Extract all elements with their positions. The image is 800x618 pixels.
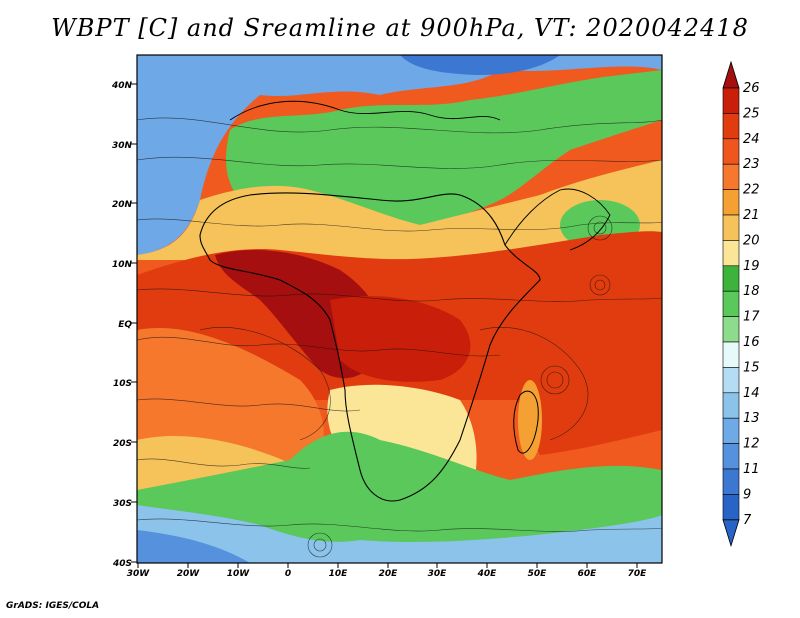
lon-label-20e: 20E: [379, 569, 399, 579]
madagascar-coastline: [513, 390, 539, 454]
colorbar-swatch: [722, 113, 740, 140]
lat-label-30s: 30S: [113, 499, 132, 509]
colorbar-label: 13: [743, 411, 760, 426]
axis-ticks: [131, 83, 638, 568]
colorbar-swatch: [722, 265, 740, 292]
south-cold-deep: [137, 530, 250, 563]
colorbar-label: 23: [743, 157, 760, 172]
colorbar-swatch: [722, 494, 740, 521]
colorbar: 26 25 24 23 22 21 20 19 18 17 16 15 14 13 12 11 9 7: [722, 60, 760, 548]
north-green-region: [225, 70, 662, 236]
colorbar-label: 20: [743, 233, 760, 248]
central-africa-hot-core-2: [330, 296, 471, 382]
colorbar-label: 11: [743, 462, 760, 477]
lat-label-40s: 40S: [112, 559, 132, 569]
colorbar-label: 9: [743, 487, 751, 502]
colorbar-swatch: [722, 316, 740, 343]
page-title: WBPT [C] and Sreamline at 900hPa, VT: 20…: [51, 14, 749, 42]
colorbar-label: 17: [743, 310, 760, 325]
colorbar-label: 21: [743, 208, 760, 223]
colorbar-label: 25: [743, 106, 760, 121]
colorbar-bottom-arrow: [722, 519, 740, 548]
lon-label-70e: 70E: [628, 569, 648, 579]
lat-label-10n: 10N: [112, 260, 133, 270]
colorbar-swatch: [722, 290, 740, 317]
colorbar-label: 18: [743, 284, 760, 299]
north-yellow-band: [137, 160, 662, 260]
colorbar-swatch: [722, 367, 740, 394]
lon-label-40e: 40E: [477, 569, 498, 579]
north-cold-region: [137, 55, 662, 255]
europe-coastline: [229, 100, 501, 121]
colorbar-swatch: [722, 163, 740, 190]
lon-label-20w: 20W: [177, 569, 201, 579]
colorbar-label: 12: [743, 437, 760, 452]
colorbar-label: 15: [743, 360, 760, 375]
colorbar-label: 7: [743, 513, 752, 528]
colorbar-swatch: [722, 214, 740, 241]
lat-label-40n: 40N: [111, 81, 133, 91]
map-frame: [136, 54, 663, 564]
lat-label-20n: 20N: [112, 200, 133, 210]
streamlines: [137, 117, 662, 558]
lat-label-30n: 30N: [112, 141, 133, 151]
lon-label-60e: 60E: [578, 569, 598, 579]
colorbar-label: 22: [743, 183, 760, 198]
north-blue-deep: [400, 55, 560, 76]
colorbar-top-arrow: [722, 60, 740, 89]
colorbar-swatch: [722, 417, 740, 444]
lon-label-30e: 30E: [428, 569, 448, 579]
colorbar-swatch: [722, 138, 740, 165]
colorbar-swatch: [722, 87, 740, 114]
colorbar-label: 24: [743, 132, 760, 147]
lon-axis: 30W 20W 10W 0 10E 20E 30E 40E 50E 60E 70…: [127, 569, 647, 579]
colorbar-swatch: [722, 240, 740, 267]
lat-label-20s: 20S: [113, 439, 132, 449]
credit-text: GrADS: IGES/COLA: [6, 601, 100, 611]
lat-label-eq: EQ: [118, 320, 132, 330]
lon-label-10e: 10E: [329, 569, 349, 579]
lon-label-10w: 10W: [227, 569, 251, 579]
colorbar-swatch: [722, 443, 740, 470]
lat-axis: 40N 30N 20N 10N EQ 10S 20S 30S 40S: [111, 81, 133, 569]
colorbar-swatch: [722, 392, 740, 419]
lon-label-0: 0: [285, 569, 291, 579]
lon-label-30w: 30W: [127, 569, 151, 579]
south-cold-region: [137, 505, 662, 563]
lat-label-10s: 10S: [113, 379, 132, 389]
indian-ocean-warm: [509, 283, 662, 455]
map-panel: [137, 55, 662, 563]
colorbar-label: 26: [743, 81, 760, 96]
africa-coastline: [199, 192, 541, 502]
colorbar-label: 14: [743, 386, 760, 401]
colorbar-label: 16: [743, 335, 760, 350]
lon-label-50e: 50E: [528, 569, 548, 579]
colorbar-swatch: [722, 341, 740, 368]
arabia-coastline: [504, 188, 611, 251]
colorbar-label: 19: [743, 259, 760, 274]
colorbar-swatch: [722, 189, 740, 216]
colorbar-swatch: [722, 468, 740, 495]
